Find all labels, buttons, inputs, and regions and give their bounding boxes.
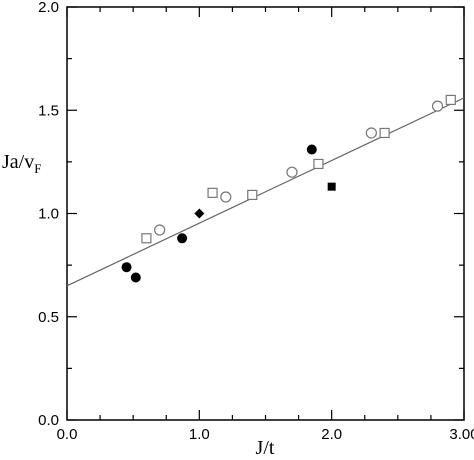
y-tick-label: 1.5 [38, 102, 59, 119]
open-square-point [247, 189, 258, 201]
open-circle-point [365, 127, 377, 139]
y-tick-label: 1.0 [38, 206, 59, 223]
ticks-group [66, 6, 465, 421]
open-square-point [445, 94, 456, 106]
x-tick-label: 2.0 [321, 426, 342, 443]
open-circle-point [154, 224, 166, 236]
x-tick-label: 1.0 [189, 426, 210, 443]
y-axis-label-main: Ja/v [2, 151, 34, 173]
filled-diamond-point [194, 208, 205, 219]
y-tick-label: 0.5 [38, 309, 59, 326]
open-square-point [379, 127, 390, 139]
fit-line-group [66, 97, 465, 287]
plot-frame [66, 6, 465, 421]
tick-labels-group: 0.0 1.0 2.0 3.00 0.0 0.5 1.0 1.5 2.0 [38, 0, 474, 443]
open-square-point [141, 233, 152, 244]
x-axis-label: J/t [256, 437, 275, 459]
open-square-point [313, 158, 324, 170]
x-tick-label: 0.0 [57, 426, 78, 443]
y-tick-label: 0.0 [38, 412, 59, 429]
filled-square-point [327, 182, 336, 191]
open-circle-point [431, 100, 444, 112]
open-circle-point [220, 191, 232, 203]
fit-line [66, 97, 465, 287]
y-axis-label: Ja/vF [2, 151, 41, 176]
y-tick-label: 2.0 [38, 0, 59, 16]
y-axis-label-subscript: F [34, 161, 41, 176]
markers-group [121, 94, 456, 283]
open-square-point [207, 187, 218, 198]
x-tick-label: 3.00 [449, 426, 474, 443]
filled-circle-point [177, 233, 188, 244]
filled-circle-point [306, 144, 317, 155]
filled-circle-point [130, 272, 141, 283]
filled-circle-point [121, 262, 132, 273]
open-circle-point [286, 166, 298, 178]
